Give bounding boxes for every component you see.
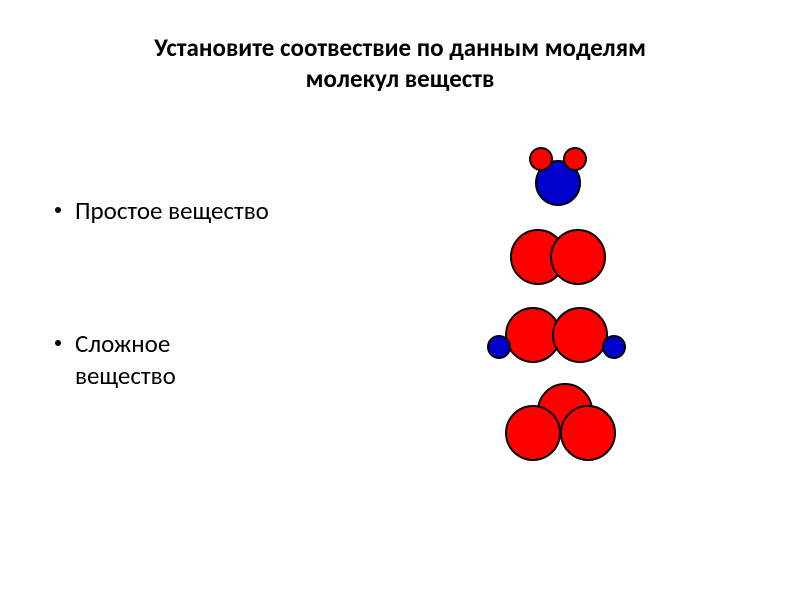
atom-circle bbox=[506, 406, 560, 460]
bullet-complex-text: Сложное вещество bbox=[75, 328, 176, 393]
slide-title: Установите соотвествие по данным моделям… bbox=[0, 32, 800, 95]
molecule-4 bbox=[493, 383, 623, 463]
bullet-simple: Простое вещество bbox=[55, 195, 269, 228]
bullet-list: Простое вещество Сложное вещество bbox=[55, 195, 269, 493]
atom-circle bbox=[603, 336, 625, 358]
atom-circle bbox=[506, 308, 560, 362]
molecule-2 bbox=[498, 227, 618, 287]
atom-circle bbox=[530, 148, 552, 170]
atom-circle bbox=[561, 406, 615, 460]
atom-circle bbox=[488, 336, 510, 358]
atom-circle bbox=[551, 230, 605, 284]
bullet-simple-text: Простое вещество bbox=[75, 195, 269, 228]
bullet-dot-icon bbox=[55, 207, 61, 213]
molecule-3 bbox=[483, 305, 633, 365]
atom-circle bbox=[564, 148, 586, 170]
title-line-2: молекул веществ bbox=[306, 63, 495, 94]
molecule-diagram-area bbox=[468, 145, 648, 475]
slide: Установите соотвествие по данным моделям… bbox=[0, 0, 800, 600]
atom-circle bbox=[553, 308, 607, 362]
bullet-complex: Сложное вещество bbox=[55, 328, 269, 393]
molecule-1 bbox=[513, 145, 603, 209]
title-line-1: Установите соотвествие по данным моделям bbox=[154, 32, 646, 63]
bullet-dot-icon bbox=[55, 340, 61, 346]
